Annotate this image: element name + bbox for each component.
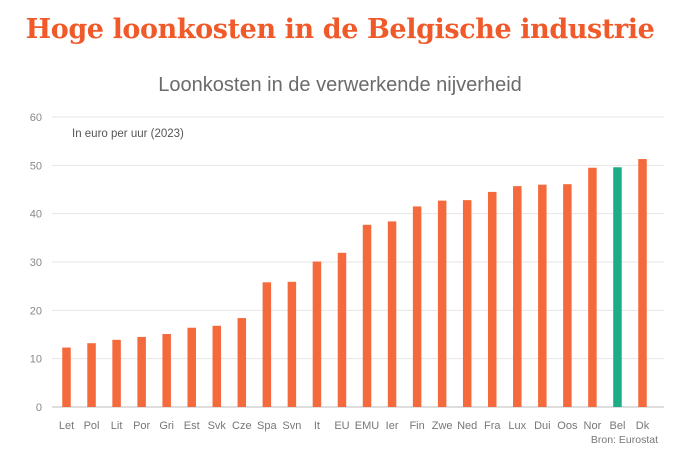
x-tick-label: Lux (508, 420, 526, 432)
x-tick-label: Dk (636, 420, 650, 432)
x-tick-label: Ned (457, 420, 477, 432)
x-tick-label: Let (59, 420, 74, 432)
x-tick-label: Est (184, 420, 200, 432)
y-tick-label: 10 (30, 354, 42, 366)
bar-eu (337, 252, 347, 407)
bar-por (137, 336, 146, 407)
x-tick-label: Zwe (432, 420, 453, 432)
bar-lux (513, 186, 522, 407)
bar-svn (287, 281, 297, 407)
bar-nor (588, 167, 597, 407)
bar-est (187, 327, 196, 407)
unit-note: In euro per uur (2023) (72, 128, 184, 140)
x-tick-label: Ier (386, 420, 399, 432)
bar-emu (362, 224, 372, 407)
x-tick-label: Dui (534, 420, 551, 432)
bar-bel (613, 167, 622, 407)
bar-pol (87, 343, 96, 407)
x-tick-label: Bel (610, 420, 626, 432)
x-tick-label: Oos (557, 420, 578, 432)
x-tick-label: Spa (257, 420, 277, 432)
y-tick-label: 0 (36, 402, 42, 414)
bar-spa (262, 282, 272, 407)
bar-ier (387, 221, 397, 407)
x-tick-label: Svn (282, 420, 301, 432)
x-tick-label: Svk (208, 420, 227, 432)
bar-let (62, 347, 71, 407)
x-tick-label: Pol (84, 420, 100, 432)
bar-dui (538, 184, 547, 407)
bar-dk (638, 159, 647, 407)
bar-lit (112, 339, 121, 407)
x-tick-label: Cze (232, 420, 252, 432)
x-tick-label: Nor (584, 420, 602, 432)
x-tick-label: Gri (159, 420, 174, 432)
bar-it (312, 261, 322, 407)
y-tick-label: 40 (30, 209, 42, 221)
x-tick-label: EMU (355, 420, 380, 432)
y-tick-label: 30 (30, 257, 42, 269)
x-tick-label: Fin (409, 420, 424, 432)
bar-ned (462, 200, 472, 407)
bar-cze (237, 318, 247, 407)
bar-fra (487, 191, 497, 407)
headline: Hoge loonkosten in de Belgische industri… (25, 14, 655, 45)
bar-fin (412, 206, 422, 407)
bar-svk (212, 325, 222, 407)
x-tick-label: Fra (484, 420, 501, 432)
x-tick-label: Por (133, 420, 150, 432)
chart-title: Loonkosten in de verwerkende nijverheid (158, 74, 522, 96)
x-tick-label: Lit (111, 420, 123, 432)
y-tick-label: 20 (30, 305, 42, 317)
bar-oos (563, 184, 572, 407)
x-tick-label: It (314, 420, 320, 432)
bar-gri (162, 334, 171, 407)
source-note: Bron: Eurostat (590, 434, 658, 446)
bar-zwe (437, 200, 447, 407)
y-tick-label: 50 (30, 160, 42, 172)
y-tick-label: 60 (30, 112, 42, 124)
x-tick-label: EU (334, 420, 349, 432)
